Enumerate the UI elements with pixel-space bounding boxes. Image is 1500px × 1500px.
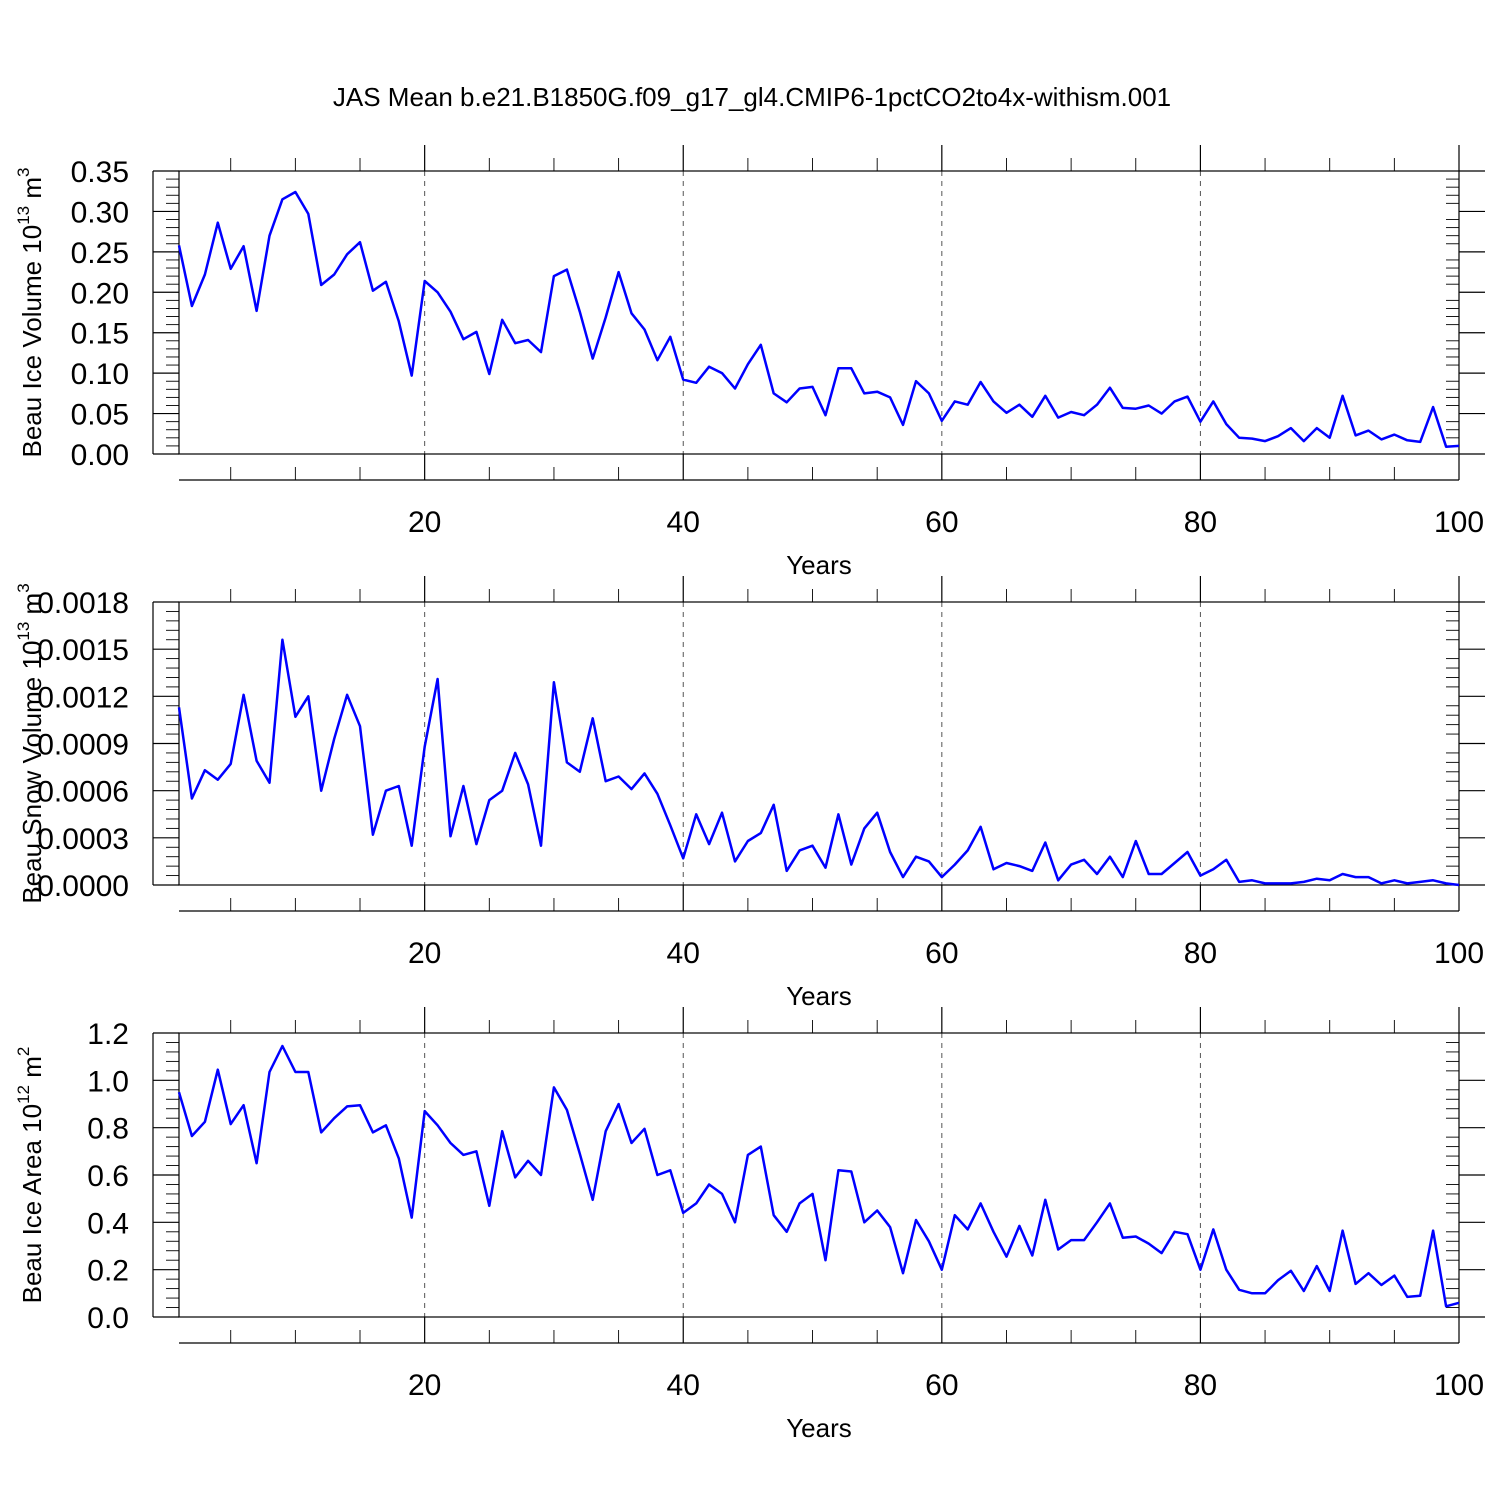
y-tick-label: 0.0000 <box>37 870 129 903</box>
panel-1: 0.00 0.05 0.10 0.15 0.20 0.25 0.30 0.35 20 40 60 80… <box>14 145 1485 580</box>
panels: 0.00 0.05 0.10 0.15 0.20 0.25 0.30 0.35 20 40 60 80… <box>14 145 1485 1443</box>
x-tick-label: 100 <box>1434 506 1484 539</box>
x-tick-label: 40 <box>667 937 700 970</box>
y-tick-label: 0.10 <box>71 358 129 391</box>
y-axis-label-exponent: 13 <box>14 206 33 225</box>
x-tick-label: 60 <box>925 506 958 539</box>
y-axis-label-unit-exponent: 2 <box>14 1047 33 1056</box>
y-tick-label: 0.15 <box>71 318 129 351</box>
y-tick-label: 0.8 <box>87 1113 129 1146</box>
y-axis-label: Beau Snow Volume 1013 m3 <box>14 583 47 903</box>
y-tick-label: 0.2 <box>87 1255 129 1288</box>
x-tick-label: 80 <box>1184 937 1217 970</box>
x-tick-label: 100 <box>1434 937 1484 970</box>
series-line <box>177 638 1460 887</box>
y-tick-label: 0.20 <box>71 277 129 310</box>
y-tick-label: 0.0015 <box>37 634 129 667</box>
y-axis-label-unit-exponent: 3 <box>14 583 33 592</box>
y-tick-label: 0.0006 <box>37 776 129 809</box>
y-axis-label-unit: m <box>17 1056 47 1085</box>
y-tick-label: 0.0 <box>87 1302 129 1335</box>
x-tick-label: 100 <box>1434 1369 1484 1402</box>
y-tick-label: 0.6 <box>87 1160 129 1193</box>
x-tick-label: 20 <box>408 1369 441 1402</box>
x-tick-label: 20 <box>408 506 441 539</box>
x-tick-label: 20 <box>408 937 441 970</box>
y-tick-label: 0.4 <box>87 1207 129 1240</box>
x-tick-label: 60 <box>925 1369 958 1402</box>
y-tick-label: 0.0018 <box>37 587 129 620</box>
y-tick-label: 0.00 <box>71 439 129 472</box>
x-tick-label: 40 <box>667 1369 700 1402</box>
x-axis-label: Years <box>786 550 852 580</box>
series-line <box>177 190 1460 448</box>
y-axis-label-unit: m <box>17 177 47 206</box>
x-tick-label: 80 <box>1184 506 1217 539</box>
y-axis-label: Beau Ice Volume 1013 m3 <box>14 168 47 458</box>
x-tick-label: 60 <box>925 937 958 970</box>
y-axis-label-text: Beau Ice Volume 10 <box>17 225 47 458</box>
y-axis-label-exponent: 13 <box>14 622 33 641</box>
x-tick-label: 40 <box>667 506 700 539</box>
x-tick-label: 80 <box>1184 1369 1217 1402</box>
chart-title: JAS Mean b.e21.B1850G.f09_g17_gl4.CMIP6-… <box>333 82 1171 112</box>
y-tick-label: 0.25 <box>71 237 129 270</box>
y-tick-label: 1.2 <box>87 1018 129 1051</box>
y-axis-label-exponent: 12 <box>14 1085 33 1104</box>
y-axis-label-text: Beau Ice Area 10 <box>17 1104 47 1303</box>
y-axis-label-text: Beau Snow Volume 10 <box>17 641 47 904</box>
y-axis-label: Beau Ice Area 1012 m2 <box>14 1047 47 1304</box>
y-tick-label: 0.30 <box>71 196 129 229</box>
y-axis-label-unit-exponent: 3 <box>14 168 33 177</box>
series-line <box>177 1044 1460 1308</box>
y-tick-label: 1.0 <box>87 1065 129 1098</box>
y-axis-label-unit: m <box>17 593 47 622</box>
x-axis-label: Years <box>786 1413 852 1443</box>
y-tick-label: 0.35 <box>71 156 129 189</box>
panel-2: 0.0000 0.0003 0.0006 0.0009 0.0012 0.0015 0.00… <box>14 576 1485 1011</box>
y-tick-label: 0.0012 <box>37 681 129 714</box>
plot-frame <box>178 170 1460 455</box>
y-tick-label: 0.0003 <box>37 823 129 856</box>
x-axis-label: Years <box>786 981 852 1011</box>
y-tick-label: 0.05 <box>71 399 129 432</box>
panel-3: 0.0 0.2 0.4 0.6 0.8 1.0 1.2 20 40 60 80 100 Years Bea… <box>14 1007 1485 1443</box>
y-tick-label: 0.0009 <box>37 729 129 762</box>
